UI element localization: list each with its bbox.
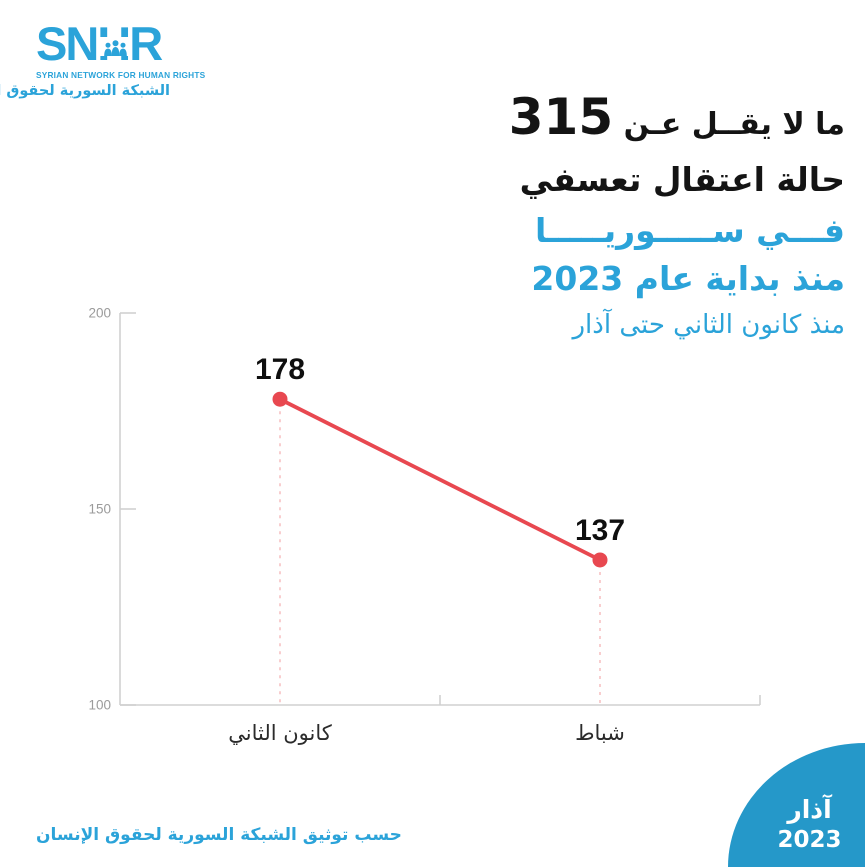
category-label: شباط (575, 721, 625, 745)
headline-line-3: فـــي ســـــوريـــــا (534, 211, 845, 250)
category-label: كانون الثاني (228, 721, 332, 745)
people-icon-svg (104, 40, 127, 56)
value-label: 178 (255, 353, 305, 386)
headline: ما لا يقــل عـن 315 حالة اعتقال تعسفي فـ… (395, 88, 845, 348)
badge-year: 2023 (777, 827, 842, 853)
badge-month: آذار (787, 795, 832, 824)
source-note: حسب توثيق الشبكة السورية لحقوق الإنسان (36, 825, 402, 845)
headline-prefix: ما لا يقــل عـن (623, 107, 845, 142)
headline-line-2: حالة اعتقال تعسفي (519, 160, 845, 199)
y-tick-label: 200 (88, 306, 111, 321)
snhr-logo: SNHR SYRIAN NETWORK FOR HUMAN RIGHTS الش… (0, 20, 206, 99)
headline-line-4: منذ بداية عام 2023 (531, 259, 845, 298)
snhr-logo-acronym: SNHR (36, 20, 170, 67)
headline-line-5: منذ كانون الثاني حتى آذار (572, 310, 845, 340)
headline-line-1: ما لا يقــل عـن 315 (395, 88, 845, 154)
series-line (278, 397, 602, 562)
headline-count: 315 (508, 88, 614, 146)
snhr-name-arabic: الشبكة السورية لحقوق الإنسان (0, 83, 170, 99)
y-tick-label: 150 (88, 502, 111, 517)
value-label: 137 (575, 514, 625, 547)
snhr-name-english: SYRIAN NETWORK FOR HUMAN RIGHTS (36, 70, 206, 80)
people-icon (100, 37, 131, 56)
data-point (272, 391, 288, 407)
y-tick-label: 100 (88, 698, 111, 713)
snhr-logo-text: SNHR (36, 17, 163, 70)
data-point (592, 552, 608, 568)
